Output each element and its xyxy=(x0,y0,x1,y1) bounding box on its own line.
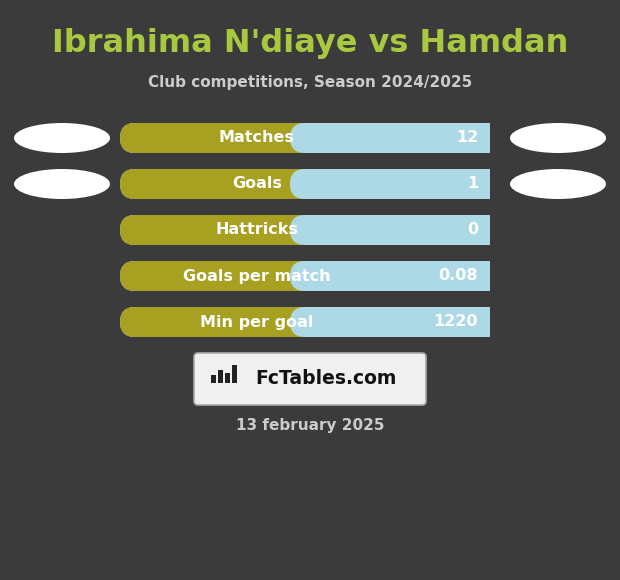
Ellipse shape xyxy=(14,123,110,153)
Text: 13 february 2025: 13 february 2025 xyxy=(236,418,384,433)
FancyBboxPatch shape xyxy=(120,261,490,291)
Text: 1: 1 xyxy=(467,176,478,191)
FancyBboxPatch shape xyxy=(290,215,490,245)
Text: FcTables.com: FcTables.com xyxy=(255,369,397,389)
Text: 1220: 1220 xyxy=(433,314,478,329)
Bar xyxy=(305,261,490,291)
Ellipse shape xyxy=(14,169,110,199)
FancyBboxPatch shape xyxy=(290,307,490,337)
Text: Ibrahima N'diaye vs Hamdan: Ibrahima N'diaye vs Hamdan xyxy=(52,28,568,59)
FancyBboxPatch shape xyxy=(194,353,426,405)
Text: Min per goal: Min per goal xyxy=(200,314,314,329)
FancyBboxPatch shape xyxy=(290,123,490,153)
Text: Club competitions, Season 2024/2025: Club competitions, Season 2024/2025 xyxy=(148,75,472,90)
Bar xyxy=(225,373,230,383)
Text: Goals per match: Goals per match xyxy=(183,269,330,284)
FancyBboxPatch shape xyxy=(120,123,490,153)
FancyBboxPatch shape xyxy=(120,215,490,245)
Text: Hattricks: Hattricks xyxy=(216,223,298,237)
FancyBboxPatch shape xyxy=(120,123,490,153)
Ellipse shape xyxy=(510,169,606,199)
Bar xyxy=(232,365,237,383)
FancyBboxPatch shape xyxy=(120,307,490,337)
Bar xyxy=(305,123,490,153)
FancyBboxPatch shape xyxy=(120,169,490,199)
Text: 12: 12 xyxy=(456,130,478,146)
Text: Matches: Matches xyxy=(219,130,295,146)
Bar xyxy=(305,307,490,337)
Text: Goals: Goals xyxy=(232,176,282,191)
Text: 0.08: 0.08 xyxy=(438,269,478,284)
Bar xyxy=(218,370,223,383)
Text: 0: 0 xyxy=(467,223,478,237)
FancyBboxPatch shape xyxy=(120,261,490,291)
Bar xyxy=(305,215,490,245)
FancyBboxPatch shape xyxy=(120,215,490,245)
FancyBboxPatch shape xyxy=(290,169,490,199)
Ellipse shape xyxy=(510,123,606,153)
FancyBboxPatch shape xyxy=(120,169,490,199)
FancyBboxPatch shape xyxy=(290,261,490,291)
Bar xyxy=(305,169,490,199)
FancyBboxPatch shape xyxy=(120,307,490,337)
Bar xyxy=(211,375,216,383)
